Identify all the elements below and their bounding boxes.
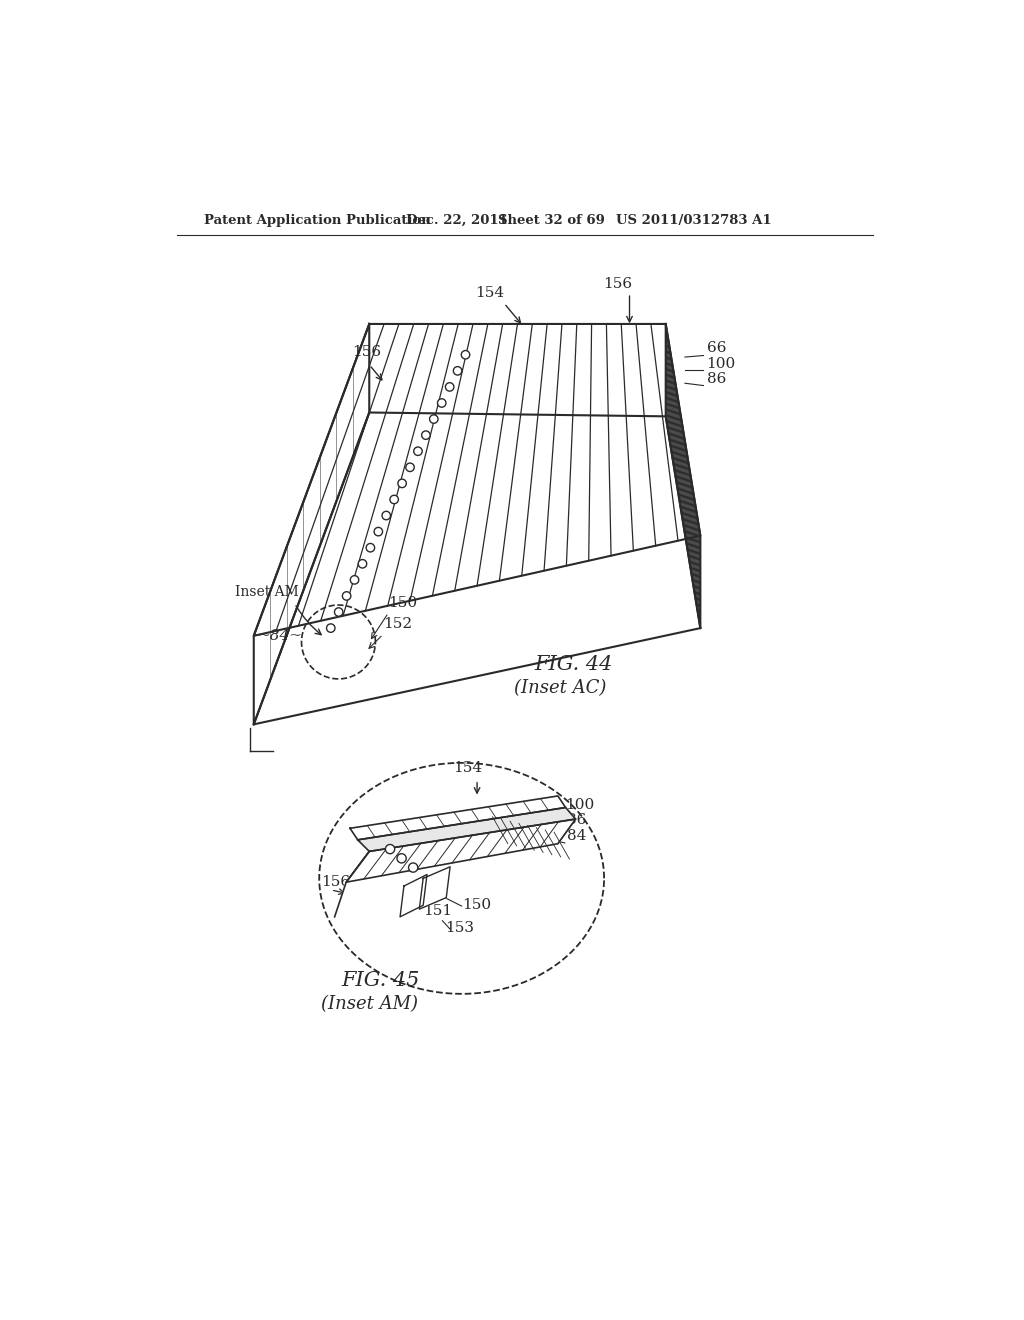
Polygon shape bbox=[254, 323, 370, 725]
Circle shape bbox=[390, 495, 398, 504]
Text: 152: 152 bbox=[407, 833, 435, 846]
Text: FIG. 44: FIG. 44 bbox=[535, 656, 612, 675]
Text: 152: 152 bbox=[383, 618, 413, 631]
Text: Dec. 22, 2011: Dec. 22, 2011 bbox=[407, 214, 508, 227]
Text: 156: 156 bbox=[352, 345, 382, 359]
Circle shape bbox=[409, 863, 418, 873]
Text: 66: 66 bbox=[707, 342, 726, 355]
Text: Patent Application Publication: Patent Application Publication bbox=[204, 214, 430, 227]
Polygon shape bbox=[254, 323, 700, 636]
Circle shape bbox=[397, 854, 407, 863]
Polygon shape bbox=[666, 323, 700, 628]
Circle shape bbox=[385, 845, 394, 854]
Circle shape bbox=[454, 367, 462, 375]
Circle shape bbox=[358, 560, 367, 568]
Circle shape bbox=[374, 528, 383, 536]
Text: 100: 100 bbox=[707, 356, 736, 371]
Text: 86: 86 bbox=[707, 372, 726, 387]
Circle shape bbox=[437, 399, 446, 408]
Text: 156: 156 bbox=[322, 875, 350, 890]
Text: 150: 150 bbox=[388, 595, 418, 610]
Text: (Inset AM): (Inset AM) bbox=[321, 995, 418, 1014]
Polygon shape bbox=[346, 818, 575, 882]
Circle shape bbox=[350, 576, 358, 583]
Text: (Inset AC): (Inset AC) bbox=[514, 680, 606, 697]
Text: US 2011/0312783 A1: US 2011/0312783 A1 bbox=[615, 214, 771, 227]
Circle shape bbox=[342, 591, 351, 601]
Text: 100: 100 bbox=[565, 799, 595, 812]
Circle shape bbox=[406, 463, 415, 471]
Text: 153: 153 bbox=[444, 921, 474, 936]
Text: 150: 150 bbox=[462, 898, 490, 912]
Text: 156: 156 bbox=[603, 277, 632, 290]
Polygon shape bbox=[350, 796, 565, 840]
Polygon shape bbox=[335, 851, 370, 917]
Text: 154: 154 bbox=[454, 762, 482, 775]
Circle shape bbox=[367, 544, 375, 552]
Circle shape bbox=[461, 351, 470, 359]
Circle shape bbox=[414, 447, 422, 455]
Circle shape bbox=[445, 383, 454, 391]
Polygon shape bbox=[419, 867, 451, 909]
Text: 86: 86 bbox=[567, 813, 587, 828]
Circle shape bbox=[335, 607, 343, 616]
Text: FIG. 45: FIG. 45 bbox=[342, 972, 420, 990]
Circle shape bbox=[382, 511, 390, 520]
Circle shape bbox=[398, 479, 407, 487]
Text: Inset AM: Inset AM bbox=[234, 585, 298, 599]
Circle shape bbox=[422, 430, 430, 440]
Polygon shape bbox=[357, 808, 575, 851]
Polygon shape bbox=[400, 875, 427, 917]
Text: 154: 154 bbox=[475, 286, 504, 300]
Text: 84: 84 bbox=[567, 829, 587, 843]
Text: Sheet 32 of 69: Sheet 32 of 69 bbox=[498, 214, 605, 227]
Circle shape bbox=[327, 624, 335, 632]
Circle shape bbox=[430, 414, 438, 424]
Text: ~84~: ~84~ bbox=[258, 628, 303, 643]
Text: 151: 151 bbox=[423, 904, 453, 919]
